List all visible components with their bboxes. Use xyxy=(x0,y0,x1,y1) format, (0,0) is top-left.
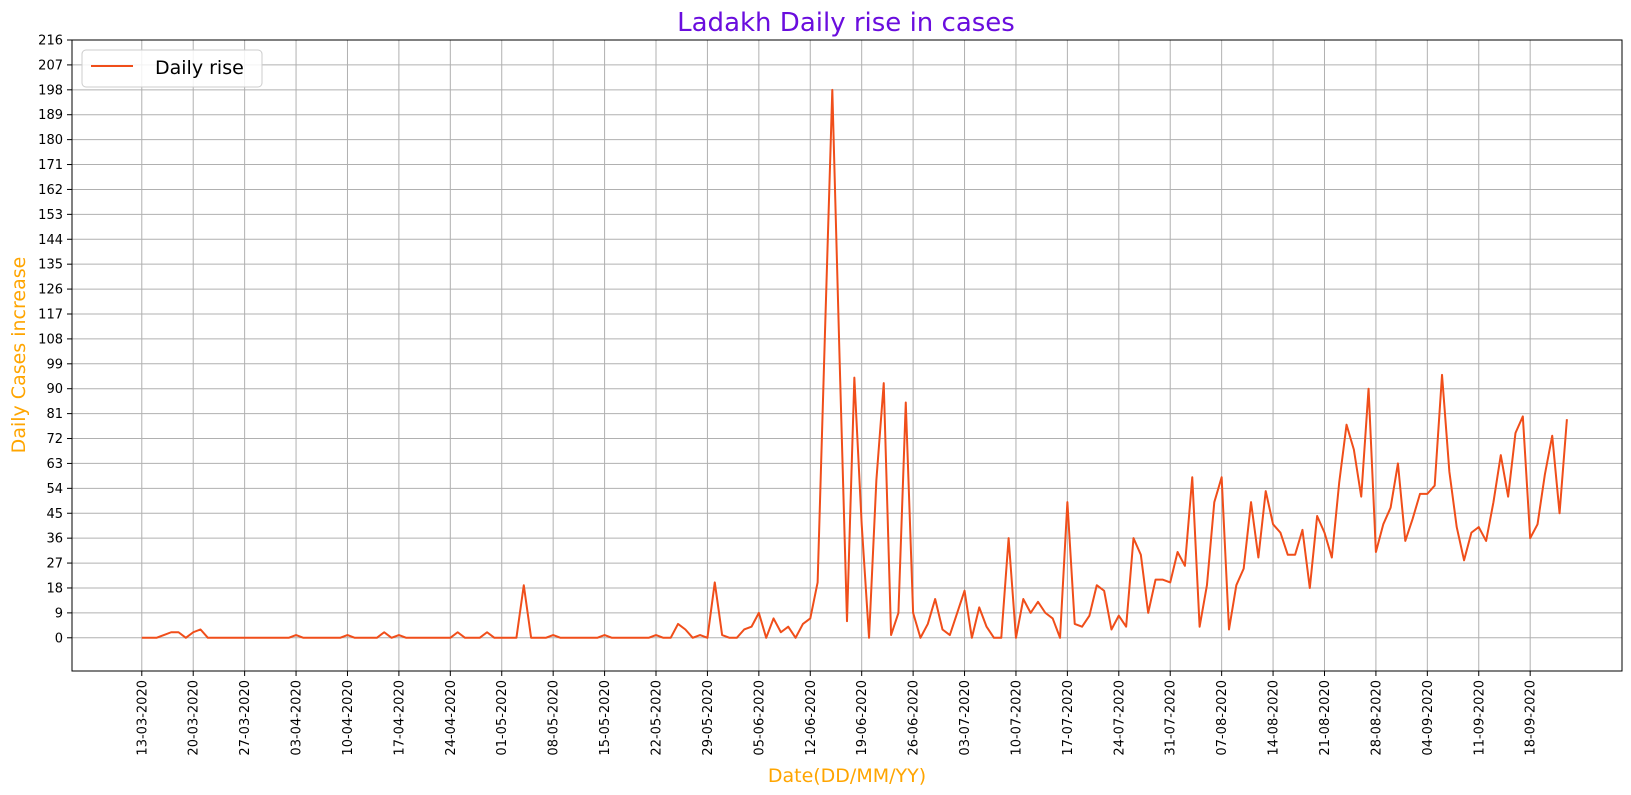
y-axis-ticks: 0 9 18 27 36 45 54 63 72 81 90 99 108 117 126 135 144 153… xyxy=(38,34,72,646)
y-tick-label: 171 xyxy=(38,158,63,173)
x-tick-label: 27-03-2020 xyxy=(238,680,253,756)
x-axis-label: Date(DD/MM/YY) xyxy=(768,765,926,787)
x-tick-label: 28-08-2020 xyxy=(1369,680,1384,756)
y-tick-label: 153 xyxy=(38,208,63,223)
x-tick-label: 21-08-2020 xyxy=(1318,680,1333,756)
y-tick-label: 99 xyxy=(46,357,63,372)
y-tick-label: 189 xyxy=(38,108,63,123)
y-tick-label: 0 xyxy=(55,631,63,646)
y-tick-label: 162 xyxy=(38,183,63,198)
x-tick-label: 05-06-2020 xyxy=(752,680,767,756)
x-tick-label: 03-04-2020 xyxy=(290,680,305,756)
y-tick-label: 63 xyxy=(46,457,63,472)
y-tick-label: 36 xyxy=(46,532,63,547)
chart-title: Ladakh Daily rise in cases xyxy=(677,8,1015,38)
x-tick-label: 24-04-2020 xyxy=(444,680,459,756)
y-tick-label: 144 xyxy=(38,233,63,248)
y-tick-label: 18 xyxy=(46,581,63,596)
y-tick-label: 81 xyxy=(46,407,63,422)
x-tick-label: 03-07-2020 xyxy=(958,680,973,756)
legend: Daily rise xyxy=(81,49,263,88)
x-tick-label: 14-08-2020 xyxy=(1267,680,1282,756)
y-tick-label: 90 xyxy=(46,382,63,397)
y-tick-label: 45 xyxy=(46,507,63,522)
x-tick-label: 24-07-2020 xyxy=(1112,680,1127,756)
y-tick-label: 207 xyxy=(38,58,63,73)
x-axis-ticks: 13-03-2020 20-03-2020 27-03-2020 03-04-2020… xyxy=(135,671,1539,756)
y-tick-label: 54 xyxy=(46,482,63,497)
x-tick-label: 07-08-2020 xyxy=(1215,680,1230,756)
y-tick-label: 108 xyxy=(38,332,63,347)
x-tick-label: 18-09-2020 xyxy=(1524,680,1539,756)
y-tick-label: 126 xyxy=(38,283,63,298)
x-tick-label: 15-05-2020 xyxy=(598,680,613,756)
y-tick-label: 135 xyxy=(38,258,63,273)
y-tick-label: 72 xyxy=(46,432,63,447)
x-tick-label: 29-05-2020 xyxy=(701,680,716,756)
y-tick-label: 180 xyxy=(38,133,63,148)
y-tick-label: 216 xyxy=(38,34,63,49)
x-tick-label: 13-03-2020 xyxy=(135,680,150,756)
x-tick-label: 31-07-2020 xyxy=(1164,680,1179,756)
legend-label-daily-rise: Daily rise xyxy=(155,57,244,79)
y-tick-label: 198 xyxy=(38,83,63,98)
y-tick-label: 9 xyxy=(55,606,63,621)
y-tick-label: 117 xyxy=(38,307,63,322)
plot-frame xyxy=(71,39,1623,672)
x-tick-label: 12-06-2020 xyxy=(804,680,819,756)
x-tick-label: 11-09-2020 xyxy=(1472,680,1487,756)
grid-lines xyxy=(72,39,1622,671)
x-tick-label: 17-04-2020 xyxy=(392,680,407,756)
x-tick-label: 10-04-2020 xyxy=(341,680,356,756)
x-tick-label: 19-06-2020 xyxy=(855,680,870,756)
x-tick-label: 01-05-2020 xyxy=(495,680,510,756)
x-tick-label: 26-06-2020 xyxy=(907,680,922,756)
legend-box xyxy=(81,49,263,88)
y-tick-label: 27 xyxy=(46,557,63,572)
x-tick-label: 22-05-2020 xyxy=(650,680,665,756)
y-axis-label: Daily Cases increase xyxy=(8,257,30,454)
series-line-daily-rise xyxy=(141,88,1568,639)
x-tick-label: 17-07-2020 xyxy=(1061,680,1076,756)
x-tick-label: 04-09-2020 xyxy=(1421,680,1436,756)
x-tick-label: 10-07-2020 xyxy=(1009,680,1024,756)
x-tick-label: 08-05-2020 xyxy=(547,680,562,756)
x-tick-label: 20-03-2020 xyxy=(187,680,202,756)
